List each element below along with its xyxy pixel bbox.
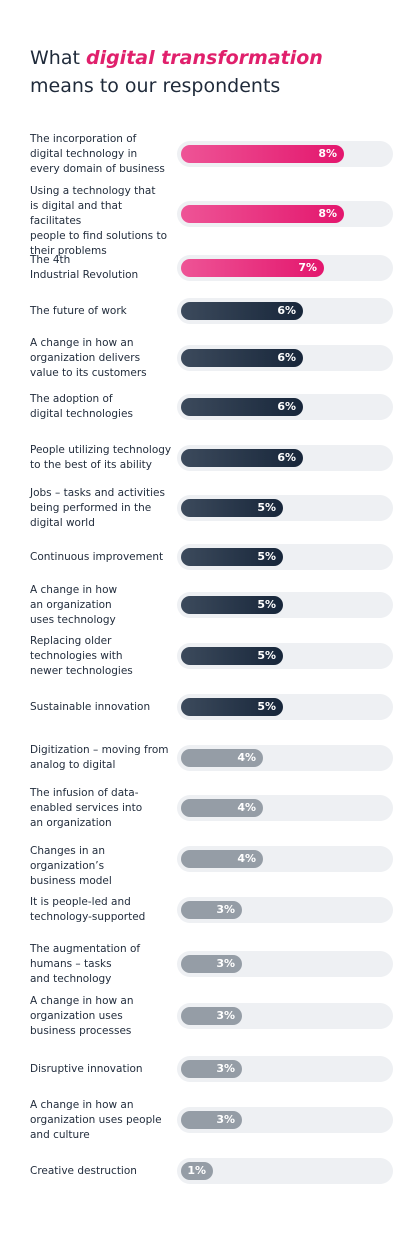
bar: 4% xyxy=(181,749,263,767)
bar: 5% xyxy=(181,499,283,517)
bar: 5% xyxy=(181,698,283,716)
category-label: Continuous improvement xyxy=(30,550,164,563)
category-label: A change in how an organization uses bus… xyxy=(30,994,134,1037)
bar-track: 3% xyxy=(177,897,393,923)
data-label: 3% xyxy=(216,957,235,970)
bar: 5% xyxy=(181,596,283,614)
data-label: 1% xyxy=(187,1164,206,1177)
bar-track: 8% xyxy=(177,201,393,227)
category-label: A change in how an organization uses peo… xyxy=(30,1098,162,1141)
bar: 6% xyxy=(181,449,303,467)
bar: 3% xyxy=(181,1111,242,1129)
data-label: 6% xyxy=(277,400,296,413)
bar-track: 6% xyxy=(177,394,393,420)
bar-track: 3% xyxy=(177,951,393,977)
bar-track: 8% xyxy=(177,141,393,167)
bar: 3% xyxy=(181,901,242,919)
bar: 3% xyxy=(181,1060,242,1078)
bar: 4% xyxy=(181,850,263,868)
bar: 6% xyxy=(181,398,303,416)
category-label: Replacing older technologies with newer … xyxy=(30,634,133,677)
data-label: 4% xyxy=(237,852,256,865)
bar-track: 3% xyxy=(177,1003,393,1029)
title-suffix: means to our respondents xyxy=(30,75,281,97)
title-highlight: digital transformation xyxy=(85,47,323,69)
category-label: The incorporation of digital technology … xyxy=(30,132,165,175)
data-label: 6% xyxy=(277,451,296,464)
bar-track: 5% xyxy=(177,694,393,720)
bar-track: 7% xyxy=(177,255,393,281)
data-label: 3% xyxy=(216,1113,235,1126)
data-label: 6% xyxy=(277,304,296,317)
data-label: 5% xyxy=(257,700,276,713)
data-label: 5% xyxy=(257,501,276,514)
bar: 6% xyxy=(181,349,303,367)
bar-track: 6% xyxy=(177,345,393,371)
bar: 4% xyxy=(181,799,263,817)
bar-track: 6% xyxy=(177,445,393,471)
category-label: Using a technology that is digital and t… xyxy=(30,185,168,257)
data-label: 8% xyxy=(318,147,337,160)
bar-track: 6% xyxy=(177,298,393,324)
data-label: 4% xyxy=(237,751,256,764)
data-label: 6% xyxy=(277,351,296,364)
bar-track: 3% xyxy=(177,1107,393,1133)
bar-track: 3% xyxy=(177,1056,393,1082)
data-label: 5% xyxy=(257,649,276,662)
category-label: Digitization – moving from analog to dig… xyxy=(30,744,169,771)
bar-track: 1% xyxy=(177,1158,393,1184)
bar: 6% xyxy=(181,302,303,320)
category-label: A change in how an organization uses tec… xyxy=(30,583,118,626)
data-label: 8% xyxy=(318,207,337,220)
chart-title: What digital transformation means to our… xyxy=(30,44,390,100)
bar: 8% xyxy=(181,205,344,223)
data-label: 5% xyxy=(257,598,276,611)
bar-track: 5% xyxy=(177,495,393,521)
category-label: Creative destruction xyxy=(30,1164,137,1177)
category-label: The adoption of digital technologies xyxy=(30,393,133,420)
bar: 8% xyxy=(181,145,344,163)
category-label: The 4th Industrial Revolution xyxy=(30,254,139,281)
bar: 3% xyxy=(181,1007,242,1025)
category-label: It is people-led and technology-supporte… xyxy=(30,896,146,923)
title-prefix: What xyxy=(30,47,86,69)
category-label: Disruptive innovation xyxy=(30,1062,143,1075)
category-label: Jobs – tasks and activities being perfor… xyxy=(30,486,165,529)
data-label: 3% xyxy=(216,1062,235,1075)
category-label: The augmentation of humans – tasks and t… xyxy=(30,942,141,985)
data-label: 4% xyxy=(237,801,256,814)
category-label: The future of work xyxy=(30,304,127,317)
category-label: Sustainable innovation xyxy=(30,700,151,713)
data-label: 7% xyxy=(298,261,317,274)
data-label: 5% xyxy=(257,550,276,563)
data-label: 3% xyxy=(216,1009,235,1022)
bar-track: 5% xyxy=(177,592,393,618)
bar: 7% xyxy=(181,259,324,277)
bar-track: 4% xyxy=(177,795,393,821)
bar: 1% xyxy=(181,1162,213,1180)
category-label: People utilizing technology to the best … xyxy=(30,444,172,471)
category-label: The infusion of data- enabled services i… xyxy=(30,786,143,829)
data-label: 3% xyxy=(216,903,235,916)
bar-track: 4% xyxy=(177,745,393,771)
category-label: Changes in an organization’s business mo… xyxy=(30,845,112,887)
bar-track: 5% xyxy=(177,544,393,570)
bar: 5% xyxy=(181,548,283,566)
bar: 5% xyxy=(181,647,283,665)
bar: 3% xyxy=(181,955,242,973)
bar-track: 4% xyxy=(177,846,393,872)
bar-track: 5% xyxy=(177,643,393,669)
category-label: A change in how an organization delivers… xyxy=(30,336,147,379)
